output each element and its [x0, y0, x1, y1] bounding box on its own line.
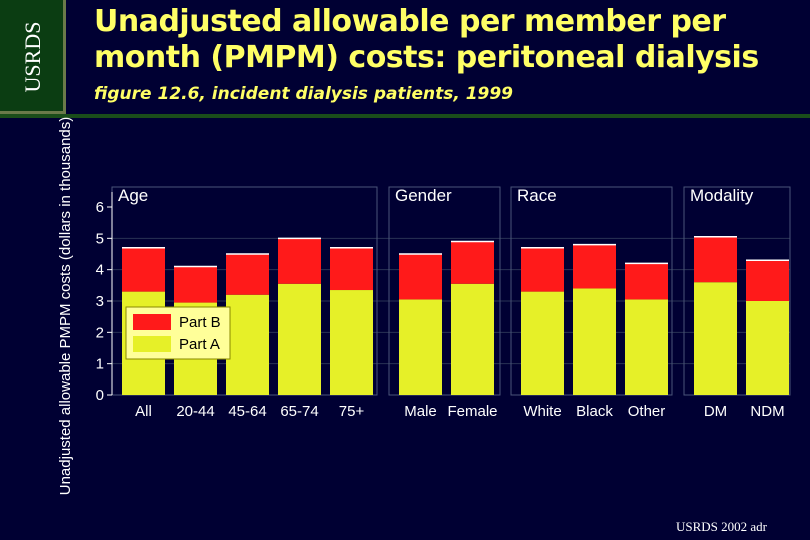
bar-part-b — [278, 238, 321, 284]
bar-part-b — [573, 244, 616, 289]
chart-subtitle: figure 12.6, incident dialysis patients,… — [94, 84, 514, 104]
category-label: Female — [447, 403, 497, 420]
category-label: NDM — [750, 403, 784, 420]
bar-part-b — [330, 247, 373, 291]
header-band — [66, 0, 810, 114]
bar-part-b — [625, 263, 668, 300]
y-tick-label: 3 — [96, 293, 104, 310]
bar-part-a — [399, 299, 442, 395]
category-label: White — [523, 403, 561, 420]
bar-part-a — [226, 294, 269, 395]
bar-part-b — [399, 254, 442, 300]
panel-title: Modality — [690, 186, 754, 205]
y-tick-label: 1 — [96, 356, 104, 373]
category-label: Other — [628, 403, 666, 420]
logo-box: USRDS — [0, 0, 66, 114]
y-axis-label: Unadjusted allowable PMPM costs (dollars… — [57, 117, 74, 496]
bar-part-a — [573, 288, 616, 395]
bar-part-b — [694, 236, 737, 283]
category-label: 75+ — [339, 403, 365, 420]
category-label: Black — [576, 403, 613, 420]
legend-swatch-part-b — [133, 314, 171, 330]
bar-part-a — [521, 291, 564, 395]
panel-title: Gender — [395, 186, 452, 205]
legend-label-part-a: Part A — [179, 336, 220, 353]
category-label: 65-74 — [280, 403, 318, 420]
bar-part-a — [278, 283, 321, 395]
category-label: DM — [704, 403, 727, 420]
bar-part-b — [226, 254, 269, 295]
legend-label-part-b: Part B — [179, 314, 221, 331]
category-label: Male — [404, 403, 437, 420]
panel-frame — [388, 186, 501, 396]
bar-part-a — [330, 290, 373, 395]
bar-part-b — [451, 241, 494, 284]
y-tick-label: 5 — [96, 230, 104, 247]
y-tick-label: 6 — [96, 199, 104, 216]
panel-title: Race — [517, 186, 557, 205]
category-label: All — [135, 403, 152, 420]
category-label: 45-64 — [228, 403, 266, 420]
bar-part-b — [521, 247, 564, 292]
chart-title: Unadjusted allowable per member per mont… — [94, 4, 759, 75]
bar-part-b — [174, 266, 217, 303]
source-note: USRDS 2002 adr — [676, 519, 768, 534]
bar-part-a — [625, 299, 668, 395]
panel-title: Age — [118, 186, 148, 205]
header-divider — [0, 114, 810, 118]
bar-part-b — [122, 247, 165, 292]
legend-swatch-part-a — [133, 336, 171, 352]
bar-part-a — [694, 282, 737, 395]
bar-part-a — [746, 301, 789, 395]
bar-part-b — [746, 260, 789, 301]
y-tick-label: 4 — [96, 262, 104, 279]
y-tick-label: 2 — [96, 324, 104, 341]
bar-part-a — [451, 283, 494, 395]
y-tick-label: 0 — [96, 387, 104, 404]
category-label: 20-44 — [176, 403, 214, 420]
